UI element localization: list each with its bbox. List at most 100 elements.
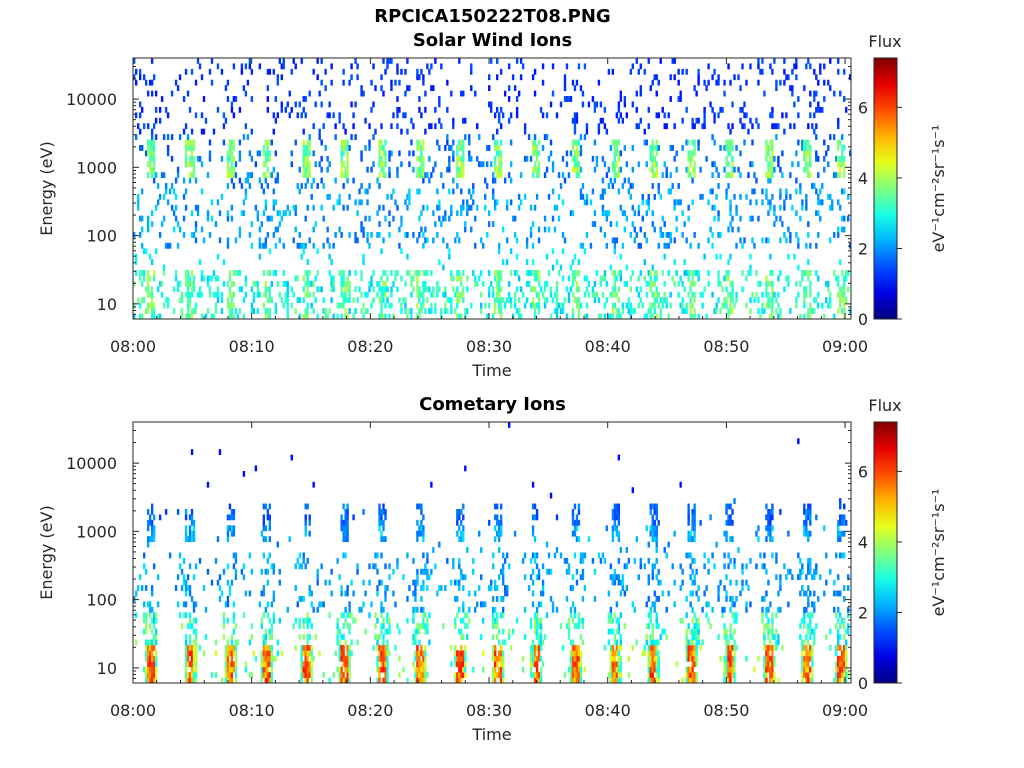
flux-cell: [835, 155, 838, 162]
flux-cell: [360, 85, 363, 92]
flux-cell: [695, 655, 698, 662]
flux-cell: [266, 601, 270, 608]
flux-cell: [464, 612, 467, 619]
flux-cell: [206, 215, 210, 222]
flux-cell: [226, 280, 230, 287]
flux-cell: [533, 161, 537, 168]
flux-cell: [535, 275, 539, 282]
flux-cell: [547, 155, 551, 162]
flux-cell: [627, 188, 631, 195]
flux-cell: [488, 302, 491, 309]
flux-cell: [687, 672, 690, 678]
flux-cell: [775, 552, 778, 559]
flux-cell: [328, 308, 331, 314]
flux-cell: [509, 161, 513, 168]
flux-cell: [809, 242, 812, 249]
flux-cell: [272, 568, 275, 575]
flux-cell: [424, 612, 427, 619]
flux-cell: [765, 150, 768, 157]
flux-cell: [499, 139, 503, 146]
flux-cell: [527, 585, 531, 591]
flux-cell: [775, 308, 778, 314]
flux-cell: [657, 112, 660, 119]
flux-cell: [424, 90, 427, 97]
flux-cell: [611, 161, 615, 168]
flux-cell: [186, 585, 190, 591]
flux-cell: [348, 655, 351, 662]
flux-cell: [611, 574, 615, 581]
flux-cell: [609, 666, 613, 673]
flux-cell: [711, 172, 714, 179]
flux-cell: [430, 85, 433, 92]
flux-cell: [799, 313, 802, 320]
flux-cell: [442, 623, 445, 630]
flux-cell: [228, 590, 232, 597]
flux-cell: [264, 242, 268, 249]
flux-cell: [843, 68, 846, 75]
flux-cell: [168, 242, 172, 249]
flux-cell: [537, 623, 541, 630]
flux-cell: [599, 275, 603, 282]
flux-cell: [847, 286, 850, 293]
flux-cell: [507, 280, 511, 287]
flux-cell: [809, 270, 812, 276]
flux-cell: [396, 106, 399, 113]
flux-cell: [172, 226, 176, 233]
flux-cell: [338, 650, 341, 657]
flux-cell: [769, 644, 772, 651]
flux-cell: [356, 639, 359, 646]
flux-cell: [769, 172, 772, 179]
flux-cell: [625, 563, 629, 570]
flux-cell: [162, 193, 166, 200]
flux-cell: [260, 568, 264, 575]
flux-cell: [571, 79, 575, 86]
flux-cell: [689, 536, 692, 543]
flux-cell: [264, 650, 268, 657]
flux-cell: [679, 585, 682, 591]
flux-cell: [507, 422, 511, 428]
flux-cell: [338, 199, 341, 206]
flux-cell: [499, 503, 503, 510]
flux-cell: [312, 226, 315, 233]
flux-cell: [729, 634, 732, 640]
flux-cell: [667, 242, 670, 249]
flux-cell: [378, 509, 381, 515]
flux-cell: [456, 677, 459, 684]
flux-cell: [565, 623, 569, 630]
flux-cell: [378, 139, 381, 146]
flux-cell: [679, 90, 682, 97]
flux-cell: [302, 617, 305, 624]
flux-cell: [497, 297, 501, 304]
flux-cell: [416, 172, 419, 179]
flux-cell: [396, 623, 399, 630]
flux-cell: [270, 623, 274, 630]
flux-cell: [749, 161, 752, 168]
flux-cell: [535, 552, 539, 559]
flux-cell: [194, 563, 198, 570]
flux-cell: [655, 541, 658, 548]
flux-cell: [717, 270, 720, 276]
flux-cell: [739, 590, 742, 597]
flux-cell: [557, 270, 561, 276]
flux-cell: [569, 639, 573, 646]
flux-cell: [228, 166, 232, 173]
flux-cell: [495, 655, 499, 662]
flux-cell: [677, 68, 680, 75]
flux-cell: [436, 204, 439, 211]
flux-cell: [228, 313, 232, 320]
flux-cell: [615, 601, 619, 608]
flux-cell: [306, 280, 309, 287]
flux-cell: [767, 199, 770, 206]
flux-cell: [488, 85, 491, 92]
flux-cell: [466, 308, 469, 314]
flux-cell: [150, 286, 154, 293]
flux-cell: [567, 568, 571, 575]
flux-cell: [653, 297, 656, 304]
flux-cell: [240, 63, 244, 70]
flux-cell: [771, 672, 774, 678]
flux-cell: [647, 644, 650, 651]
flux-cell: [196, 204, 200, 211]
flux-cell: [591, 286, 595, 293]
flux-cell: [571, 601, 575, 608]
colorbar-tick-label: 2: [858, 239, 868, 258]
